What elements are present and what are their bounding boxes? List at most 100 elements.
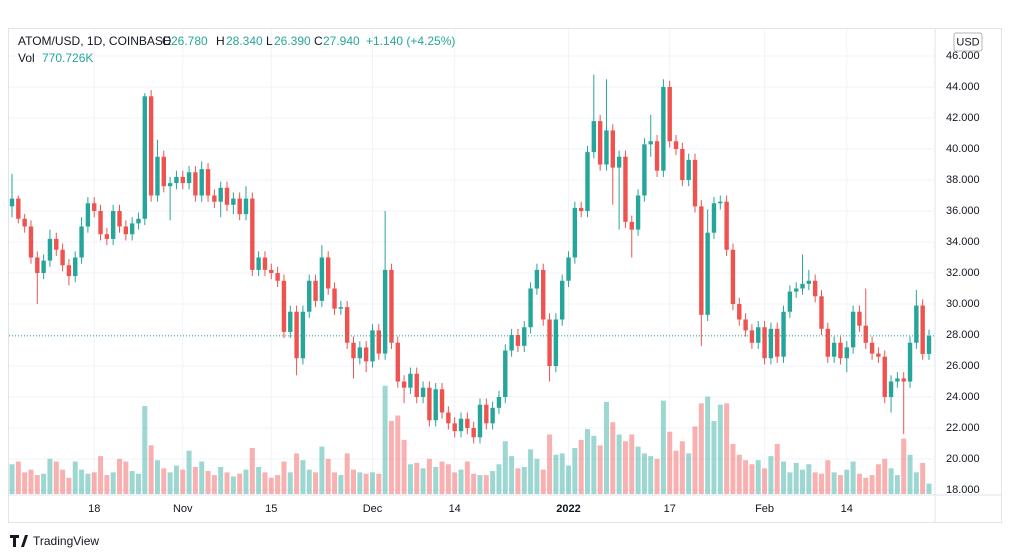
volume-bar xyxy=(79,469,85,494)
legend-value: 27.940 xyxy=(323,34,360,48)
volume-bar xyxy=(641,453,647,494)
x-tick-label: 17 xyxy=(664,503,676,515)
volume-bar xyxy=(768,456,774,494)
candle-body xyxy=(294,311,299,359)
candle-body xyxy=(522,327,527,346)
volume-bar xyxy=(622,441,628,494)
x-tick-label: Dec xyxy=(363,503,383,515)
candle-body xyxy=(16,198,21,219)
candle-body xyxy=(351,342,356,359)
volume-bar xyxy=(692,426,698,494)
volume-bar xyxy=(882,458,888,494)
candle-body xyxy=(616,156,622,168)
volume-bar xyxy=(673,450,679,494)
volume-bar xyxy=(629,434,635,494)
candle-body xyxy=(869,342,875,354)
volume-bar xyxy=(9,464,15,494)
candle-body xyxy=(926,335,932,354)
x-tick-label: Feb xyxy=(755,503,774,515)
volume-bar xyxy=(711,420,717,494)
candle-body xyxy=(155,156,160,196)
volume-bar xyxy=(110,472,116,494)
candle-body xyxy=(477,404,483,438)
volume-value: 770.726K xyxy=(42,51,93,65)
candle-body xyxy=(667,87,672,142)
volume-bar xyxy=(117,458,123,494)
y-tick-label: 30.000 xyxy=(946,298,980,310)
candle-body xyxy=(446,412,451,424)
candle-body xyxy=(838,342,843,359)
candle-body xyxy=(857,311,862,326)
volume-bar xyxy=(686,453,692,494)
candle-body xyxy=(654,141,660,171)
volume-bar xyxy=(894,475,900,494)
volume-bar xyxy=(154,460,160,494)
volume-bar xyxy=(287,472,293,494)
volume-bar xyxy=(471,473,477,494)
volume-bar xyxy=(496,464,502,494)
brand-logo[interactable]: TradingView xyxy=(10,534,99,548)
volume-bar xyxy=(787,472,793,494)
x-tick-label: 14 xyxy=(449,503,461,515)
candle-body xyxy=(724,201,729,250)
y-tick-label: 42.000 xyxy=(946,112,980,124)
candle-body xyxy=(686,159,691,180)
candle-body xyxy=(629,221,634,230)
candle-body xyxy=(357,347,363,359)
candle-body xyxy=(907,342,913,382)
candle-body xyxy=(661,87,666,171)
currency[interactable]: USD xyxy=(956,36,979,48)
candle-body xyxy=(730,249,736,304)
volume-bar xyxy=(211,475,217,494)
volume-bar xyxy=(755,460,761,494)
candle-body xyxy=(699,206,704,315)
volume-bar xyxy=(230,476,236,494)
candle-body xyxy=(129,223,135,235)
candle-body xyxy=(414,373,419,397)
volume-bar xyxy=(407,464,413,494)
candle-body xyxy=(711,203,717,233)
candle-body xyxy=(914,305,919,343)
volume-bar xyxy=(850,461,856,494)
volume-bar xyxy=(477,475,483,494)
volume-bar xyxy=(888,468,894,494)
currency-box[interactable] xyxy=(953,32,983,52)
candle-body xyxy=(566,257,571,281)
candle-body xyxy=(123,226,129,235)
volume-bar xyxy=(66,477,72,494)
volume-bar xyxy=(509,456,515,494)
volume-bar xyxy=(781,461,787,494)
y-tick-label: 44.000 xyxy=(946,81,980,93)
candle-body xyxy=(269,269,274,273)
volume-bar xyxy=(47,458,53,494)
candle-body xyxy=(806,280,812,284)
candle-body xyxy=(844,347,849,359)
y-tick-label: 46.000 xyxy=(946,50,980,62)
candle-body xyxy=(142,96,148,219)
candle-body xyxy=(528,288,533,328)
candle-body xyxy=(300,311,306,359)
candle-body xyxy=(787,291,793,312)
legend-value: 26.390 xyxy=(274,34,311,48)
volume-bar xyxy=(926,483,932,494)
candle-body xyxy=(344,307,350,343)
volume-bar xyxy=(91,472,97,494)
candle-body xyxy=(673,141,679,149)
candle-body xyxy=(370,330,375,362)
volume-bar xyxy=(705,396,711,494)
volume-bar xyxy=(553,454,559,494)
volume-bar xyxy=(123,461,129,494)
symbol[interactable]: ATOM/USD, 1D, COINBASE xyxy=(18,34,171,48)
candles xyxy=(9,74,935,444)
volume-bar xyxy=(319,446,325,494)
candle-body xyxy=(490,407,495,424)
candle-body xyxy=(762,327,767,359)
candle-body xyxy=(560,280,565,320)
candle-body xyxy=(534,269,540,289)
volume-bar xyxy=(654,458,660,494)
candle-body xyxy=(212,195,217,202)
volume-bar xyxy=(667,431,673,494)
volume-bar xyxy=(281,461,287,494)
volume-bar xyxy=(591,435,597,494)
